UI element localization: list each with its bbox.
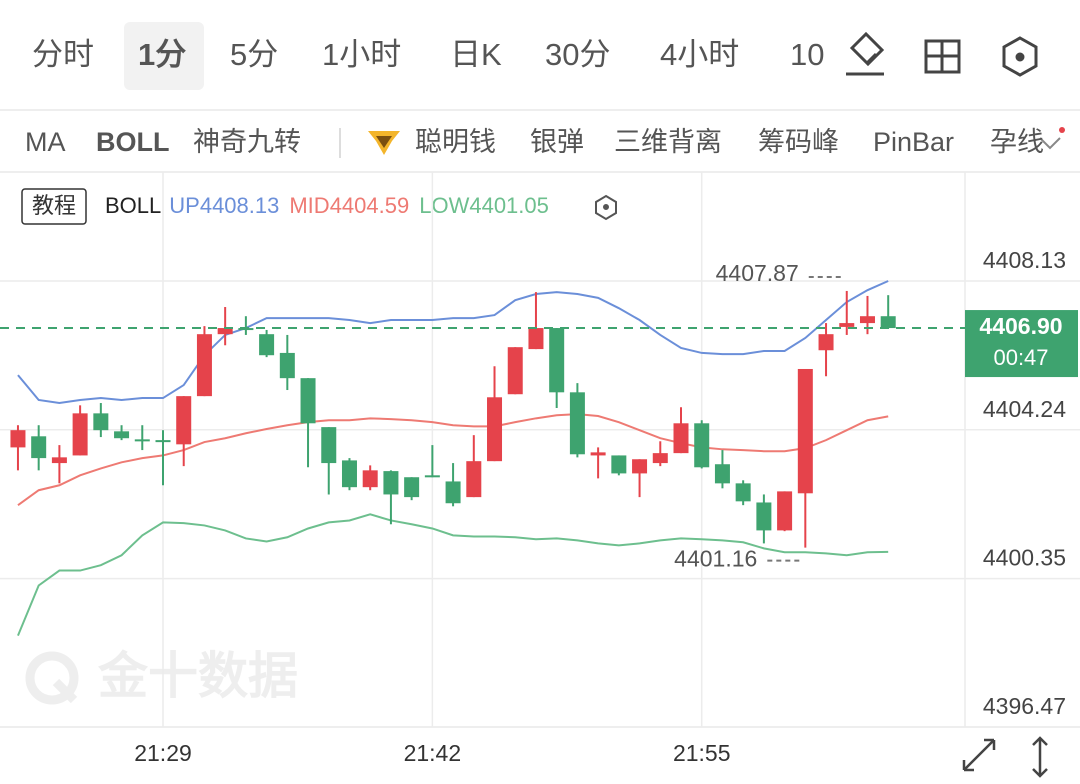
candle-body: [93, 413, 109, 431]
candle-body: [839, 323, 855, 327]
candle-body: [176, 396, 192, 445]
candle-body: [404, 477, 420, 498]
last-price-box: [965, 310, 1078, 378]
candle-body: [466, 461, 482, 498]
legend-name: LOW: [419, 193, 469, 218]
candle-body: [155, 440, 171, 443]
candle-body: [507, 347, 523, 395]
tab-fade: [820, 20, 840, 90]
scale-icon[interactable]: [1032, 736, 1048, 778]
tutorial-button[interactable]: 教程: [32, 193, 76, 218]
legend-value: 4408.13: [200, 193, 280, 218]
candle-body: [549, 328, 565, 393]
timeframe-tab[interactable]: 1小时: [322, 37, 401, 72]
countdown: 00:47: [993, 345, 1048, 370]
timeframe-tab[interactable]: 4小时: [660, 37, 739, 72]
x-tick-label: 21:42: [404, 740, 462, 766]
timeframe-tab[interactable]: 日K: [450, 37, 502, 72]
indicator-tab[interactable]: 银弹: [530, 127, 584, 157]
candle-body: [72, 413, 88, 456]
indicator-tab[interactable]: PinBar: [873, 127, 954, 157]
legend-value: 4401.05: [469, 193, 549, 218]
candle-body: [10, 430, 26, 448]
candle-body: [880, 316, 896, 329]
timeframe-tab[interactable]: 10: [790, 37, 824, 72]
indicator-tab[interactable]: 孕线: [990, 127, 1044, 157]
candle-body: [424, 475, 440, 478]
candle-body: [652, 453, 668, 464]
y-tick-label: 4404.24: [983, 396, 1066, 422]
candle-body: [818, 334, 834, 351]
candle-body: [797, 368, 813, 494]
candle-body: [445, 481, 461, 504]
candle-body: [321, 427, 337, 464]
candle-body: [487, 397, 503, 462]
candle-body: [300, 378, 316, 424]
x-tick-label: 21:29: [134, 740, 192, 766]
candle-body: [196, 334, 212, 397]
draw-icon[interactable]: [846, 31, 885, 76]
candle-body: [341, 460, 357, 488]
candle-body: [134, 439, 150, 442]
watermark-text: 金十数据: [98, 648, 298, 704]
candle-body: [611, 455, 627, 474]
settings-icon[interactable]: [1002, 36, 1038, 77]
legend: BOLL UP4408.13 MID4404.59 LOW4401.05: [105, 193, 549, 218]
candle-body: [528, 328, 544, 350]
candle-body: [590, 452, 606, 456]
indicator-tab[interactable]: BOLL: [96, 127, 170, 157]
timeframe-tab[interactable]: 5分: [230, 37, 278, 72]
candle-body: [259, 334, 275, 356]
y-tick-label: 4396.47: [983, 693, 1066, 719]
smart-money-icon: [368, 131, 400, 155]
candle-body: [383, 471, 399, 495]
candle-body: [632, 459, 648, 474]
fullscreen-icon[interactable]: [962, 738, 996, 772]
timeframe-tab[interactable]: 30分: [545, 37, 610, 72]
candle-body: [714, 464, 730, 484]
max-annotation: 4407.87: [716, 260, 799, 286]
candle-body: [673, 423, 689, 454]
candle-body: [114, 431, 130, 439]
watermark: 金十数据: [25, 648, 298, 705]
candle-body: [777, 491, 793, 531]
candle-body: [279, 352, 295, 379]
legend-value: 4404.59: [330, 193, 410, 218]
expand-icon[interactable]: [1039, 137, 1061, 150]
candle-body: [217, 328, 233, 335]
candle-body: [362, 470, 378, 488]
legend-name: UP: [169, 193, 200, 218]
candle-body: [51, 457, 67, 464]
timeframe-tab[interactable]: 分时: [32, 37, 94, 72]
candle-body: [735, 483, 751, 502]
band-line: [17, 513, 889, 636]
timeframe-tab[interactable]: 1分: [138, 37, 186, 72]
legend-name: MID: [289, 193, 329, 218]
tutorial-button-box[interactable]: [21, 188, 87, 225]
band-line: [17, 280, 889, 405]
y-tick-label: 4408.13: [983, 247, 1066, 273]
x-tick-label: 21:55: [673, 740, 731, 766]
indicator-tab[interactable]: 聪明钱: [415, 127, 496, 157]
candle-body: [569, 392, 585, 455]
legend-indicator: BOLL: [105, 193, 161, 218]
candle-body: [694, 423, 710, 468]
min-annotation: 4401.16: [674, 546, 757, 572]
legend-settings-icon[interactable]: [595, 194, 617, 221]
indicator-tab[interactable]: 神奇九转: [193, 127, 301, 157]
layout-icon[interactable]: [924, 39, 961, 74]
indicator-tab[interactable]: 三维背离: [614, 127, 722, 157]
y-tick-label: 4400.35: [983, 545, 1066, 571]
candle-body: [859, 316, 875, 324]
last-price-label: 4406.90: [979, 313, 1062, 339]
indicator-tab[interactable]: 筹码峰: [758, 127, 839, 157]
candle-body: [756, 502, 772, 531]
active-tab-bg: [124, 22, 204, 90]
candle-body: [31, 436, 47, 459]
red-dot: [1059, 127, 1065, 133]
indicator-tab[interactable]: MA: [25, 127, 66, 157]
